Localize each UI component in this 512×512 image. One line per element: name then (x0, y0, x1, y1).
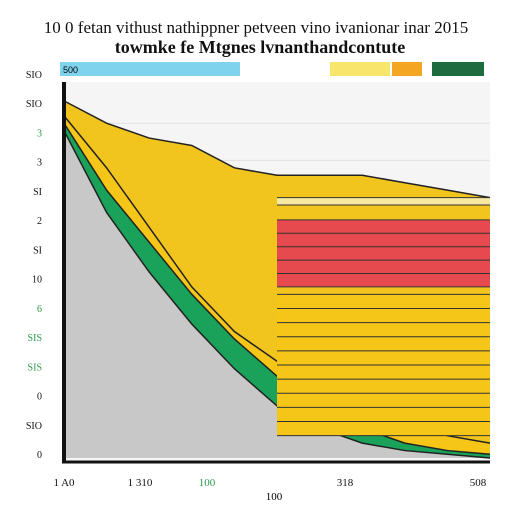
y-tick-label: 2 (37, 216, 42, 227)
series-area (64, 130, 490, 458)
y-tick-labels: SIO SIO 3 3 SI 2 SI 10 6 SIS SIS 0 SIO 0 (26, 70, 42, 461)
x-tick-label: 1 A0 (53, 477, 75, 489)
y-tick-label: SIO (26, 99, 42, 110)
legend-swatch (330, 62, 390, 76)
y-tick-label: 0 (37, 450, 42, 461)
x-tick-label: 1 310 (128, 477, 153, 489)
legend-swatch (60, 62, 240, 76)
y-tick-label: 10 (32, 275, 42, 286)
y-tick-label: SIO (26, 421, 42, 432)
y-tick-label: SIS (28, 333, 42, 344)
legend-label: 500 (63, 65, 78, 75)
legend: 500 (60, 62, 484, 76)
series-line (63, 100, 491, 199)
x-tick-label: 508 (470, 477, 487, 489)
legend-swatch (432, 62, 484, 76)
y-tick-label: SIS (28, 362, 42, 373)
chart-title: 10 0 fetan vithust nathippner petveen vi… (43, 18, 469, 37)
x-tick-label: 100 (199, 477, 216, 489)
horizontal-band (277, 197, 490, 206)
x-axis-title: 100 (266, 491, 283, 503)
x-tick-labels: 1 A0 1 310 100 318 508 (53, 477, 486, 489)
x-tick-label: 318 (337, 477, 354, 489)
y-tick-label: 6 (37, 304, 42, 315)
legend-swatch (392, 62, 422, 76)
y-tick-label: 3 (37, 158, 42, 169)
y-tick-label: 0 (37, 392, 42, 403)
horizontal-bands (277, 197, 490, 437)
y-tick-label: 3 (37, 128, 42, 139)
horizontal-band (277, 219, 490, 287)
y-tick-label: SIO (26, 70, 42, 81)
chart-subtitle: towmke fe Mtgnes lvnanthandcontute (114, 37, 406, 57)
y-tick-label: SI (33, 187, 42, 198)
y-tick-label: SI (33, 245, 42, 256)
